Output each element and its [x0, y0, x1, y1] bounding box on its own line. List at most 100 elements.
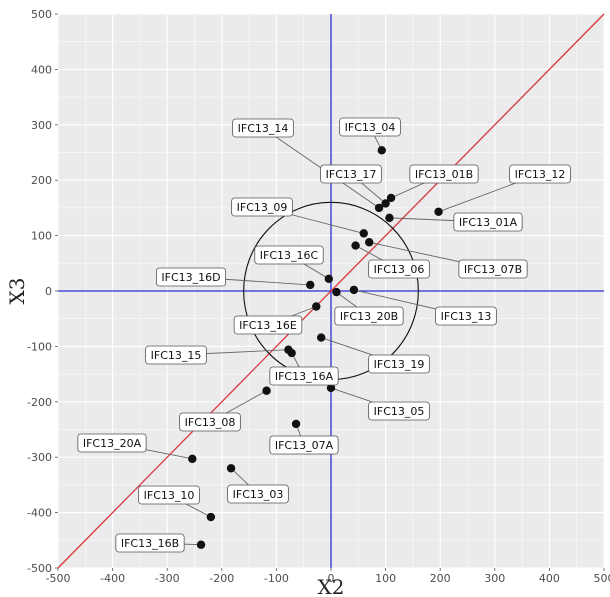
- point-label: IFC13_01A: [453, 212, 523, 232]
- data-point: [359, 229, 368, 238]
- point-label-text: IFC13_19: [374, 358, 425, 371]
- identity-line: [57, 13, 605, 569]
- point-label-box: [509, 164, 571, 184]
- x-tick-label: 400: [539, 572, 560, 585]
- data-point: [196, 540, 206, 549]
- point-label: IFC13_14: [232, 118, 294, 138]
- point-label: IFC13_01B: [409, 164, 479, 184]
- y-tick-label: -500: [27, 562, 52, 575]
- x-tick-label: -200: [209, 572, 234, 585]
- point-label-box: [155, 267, 227, 287]
- point-label-box: [138, 485, 200, 505]
- x-tick-label: -500: [46, 572, 71, 585]
- data-point: [351, 241, 360, 250]
- data-point: [374, 203, 384, 213]
- data-point: [332, 287, 341, 297]
- data-point: [349, 285, 359, 295]
- point-label: IFC13_05: [368, 401, 430, 421]
- point-labels: IFC13_04 IFC13_14 IFC13_17 IFC13_01B IFC13_1…: [77, 117, 571, 553]
- point-label-box: [115, 533, 185, 553]
- data-point: [385, 213, 394, 223]
- point-label-box: [77, 433, 147, 453]
- point-label-box: [232, 118, 294, 138]
- data-point: [291, 419, 301, 429]
- y-tick-label: 400: [31, 63, 52, 76]
- point-label: IFC13_15: [145, 345, 207, 365]
- point-label-text: IFC13_08: [185, 416, 236, 429]
- x-tick-label: 300: [484, 572, 505, 585]
- point-label-text: IFC13_16A: [275, 370, 334, 383]
- point-label: IFC13_16B: [115, 533, 185, 553]
- x-axis-ticks: -500 -400 -300 -200 -100 0 100 200 300 400 500: [46, 568, 610, 585]
- point-label-box: [227, 484, 289, 504]
- point-label: IFC13_16A: [269, 366, 339, 386]
- point-label: IFC13_16E: [233, 315, 303, 335]
- point-label-box: [339, 117, 401, 137]
- point-label-text: IFC13_09: [237, 201, 288, 214]
- point-label: IFC13_10: [138, 485, 200, 505]
- data-point: [206, 512, 216, 522]
- y-tick-label: 500: [31, 8, 52, 21]
- point-label-text: IFC13_14: [238, 122, 289, 135]
- x-tick-label: -100: [264, 572, 289, 585]
- y-tick-label: -100: [27, 340, 52, 353]
- y-tick-label: -300: [27, 451, 52, 464]
- point-label: IFC13_08: [179, 412, 241, 432]
- point-label-text: IFC13_16C: [260, 249, 319, 262]
- x-tick-label: -400: [100, 572, 125, 585]
- y-tick-label: -400: [27, 507, 52, 520]
- point-label: IFC13_12: [509, 164, 571, 184]
- x-tick-label: 0: [328, 572, 335, 585]
- point-label: IFC13_13: [435, 306, 497, 326]
- point-label-text: IFC13_04: [345, 121, 396, 134]
- point-label-text: IFC13_16E: [239, 319, 297, 332]
- y-tick-label: 100: [31, 230, 52, 243]
- x-tick-label: 500: [594, 572, 610, 585]
- data-points: [188, 146, 443, 549]
- point-label-text: IFC13_13: [441, 310, 492, 323]
- y-tick-label: 200: [31, 174, 52, 187]
- point-label: IFC13_19: [368, 354, 430, 374]
- data-point: [316, 333, 326, 342]
- data-point: [226, 464, 236, 473]
- point-label: IFC13_07B: [458, 259, 528, 279]
- point-label: IFC13_03: [227, 484, 289, 504]
- point-label: IFC13_20A: [77, 433, 147, 453]
- data-point: [326, 383, 336, 393]
- point-label-text: IFC13_16B: [121, 537, 179, 550]
- x-tick-label: 100: [375, 572, 396, 585]
- point-label-text: IFC13_20B: [340, 310, 398, 323]
- y-axis-title: X3: [5, 278, 29, 305]
- data-point: [377, 146, 386, 155]
- data-point: [312, 302, 321, 311]
- point-label-text: IFC13_06: [374, 263, 425, 276]
- point-label-box: [458, 259, 528, 279]
- point-label-box: [269, 366, 339, 386]
- point-label: IFC13_07A: [269, 435, 339, 455]
- point-label-text: IFC13_03: [233, 488, 284, 501]
- data-point: [324, 274, 334, 284]
- point-label: IFC13_16C: [254, 245, 324, 265]
- point-label-box: [368, 259, 430, 279]
- point-label-box: [334, 306, 404, 326]
- point-label: IFC13_06: [368, 259, 430, 279]
- point-label-box: [145, 345, 207, 365]
- data-point: [434, 207, 443, 216]
- point-label-text: IFC13_17: [326, 168, 377, 181]
- x-tick-label: 200: [430, 572, 451, 585]
- data-point: [306, 280, 315, 290]
- point-label: IFC13_04: [339, 117, 401, 137]
- point-label: IFC13_17: [320, 164, 382, 184]
- point-label-text: IFC13_05: [374, 405, 425, 418]
- point-label-box: [368, 401, 430, 421]
- point-label-text: IFC13_01B: [415, 168, 473, 181]
- point-label-box: [320, 164, 382, 184]
- data-point: [262, 386, 271, 395]
- point-label-box: [254, 245, 324, 265]
- point-label-box: [179, 412, 241, 432]
- data-point: [365, 238, 374, 247]
- x-tick-label: -300: [155, 572, 180, 585]
- reference-lines: [57, 13, 605, 569]
- point-label-box: [409, 164, 479, 184]
